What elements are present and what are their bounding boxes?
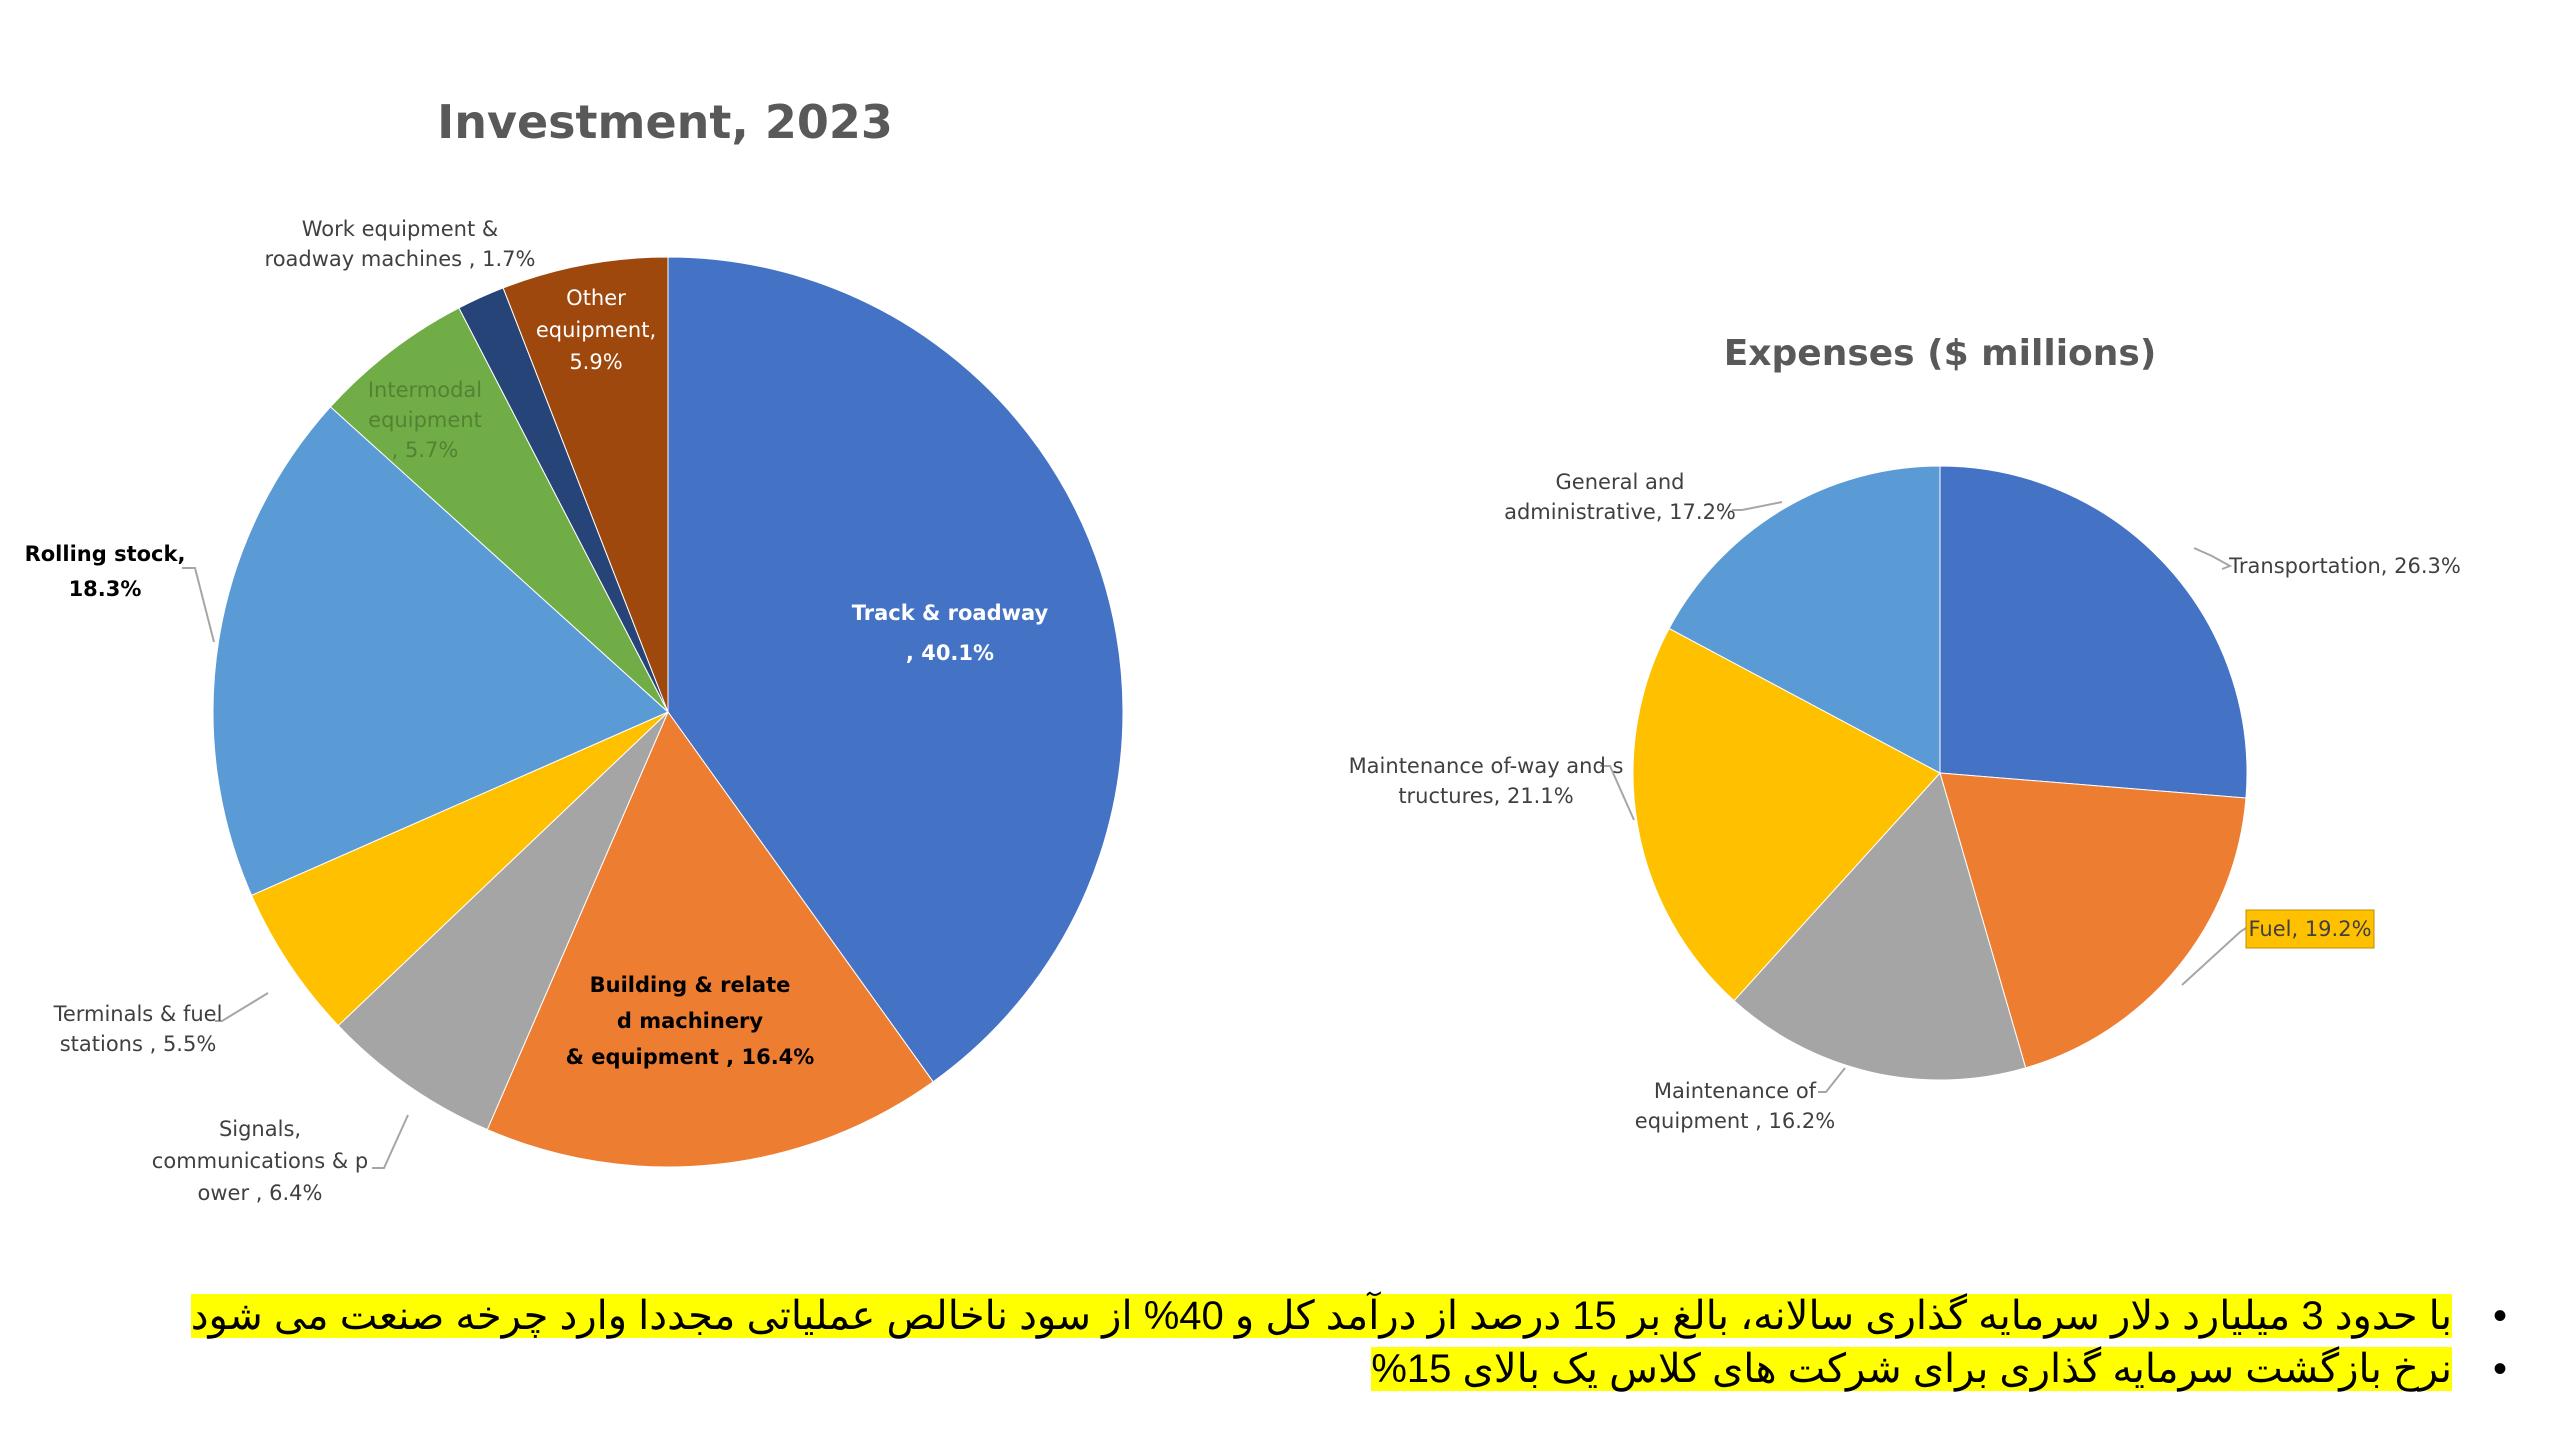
pie-slice-signals (337, 711, 669, 1131)
pie-slice-maintenance-of-equipment (1733, 771, 2027, 1081)
bullet-icon: • (2492, 1346, 2507, 1391)
note-item-1: • با حدود 3 میلیارد دلار سرمایه گذاری سال… (120, 1290, 2520, 1343)
leader-line-rolling-stock (182, 567, 215, 643)
expenses-labels: Transportation, 26.3% Fuel, 19.2% Maintena… (1349, 470, 2461, 1133)
data-label-work-equipment-roadway-machines: Work equipment & roadway machines , 1.7% (265, 217, 536, 271)
expenses-chart-title: Expenses ($ millions) (1724, 333, 2157, 374)
investment-pie-chart: Investment, 2023 Track & roadway, 40.1% B… (25, 95, 1124, 1205)
data-label-maintenance-of-way-and-structures: Maintenance of-way and s tructures, 21.1% (1349, 754, 1624, 808)
pie-slice-track-roadway (667, 256, 1124, 1083)
data-label-transportation: Transportation, 26.3% (2228, 554, 2461, 578)
expenses-leader-lines (1600, 501, 2247, 1093)
leader-line-maintenance-of-way-and-structures (1600, 765, 1635, 821)
notes-list: • با حدود 3 میلیارد دلار سرمایه گذاری سال… (120, 1290, 2520, 1396)
leader-line-fuel (2181, 927, 2247, 986)
data-label-terminals-fuel-stations: Terminals & fuel stations , 5.5% (53, 1002, 223, 1056)
data-label-intermodal-equipment: Intermodal equipment, 5.7% (368, 378, 482, 462)
expenses-pie-chart: Expenses ($ millions) Transportation, 26… (1349, 333, 2461, 1133)
investment-labels: Track & roadway, 40.1% Building & relate d… (25, 217, 1049, 1205)
investment-leader-lines (182, 567, 409, 1169)
note-item-2: • نرخ بازگشت سرمایه گذاری برای شرکت های ک… (120, 1343, 2520, 1396)
note-text-2: نرخ بازگشت سرمایه گذاری برای شرکت های کل… (1371, 1346, 2452, 1391)
data-label-other-equipment: Other equipment, 5.9% (536, 286, 656, 374)
label-highlight-fuel (2245, 909, 2375, 949)
data-label-rolling-stock: Rolling stock, 18.3% (25, 542, 186, 601)
investment-chart-title: Investment, 2023 (437, 95, 893, 149)
data-label-maintenance-of-equipment: Maintenance of equipment , 16.2% (1635, 1079, 1835, 1133)
leader-line-transportation (2193, 547, 2233, 570)
pie-slice-other-equipment (502, 256, 669, 713)
data-label-fuel: Fuel, 19.2% (2248, 917, 2371, 941)
leader-line-maintenance-of-equipment (1818, 1067, 1846, 1093)
bullet-icon: • (2492, 1294, 2507, 1338)
pie-slice-transportation (1939, 465, 2248, 799)
pie-slice-terminals-fuel-stations (250, 711, 669, 1027)
investment-slices (212, 256, 1124, 1168)
pie-slice-rolling-stock (212, 406, 669, 896)
leader-line-terminals-fuel-stations (215, 992, 269, 1022)
data-label-building-related-machinery-equipment: Building & relate d machinery & equipment … (566, 973, 815, 1069)
leader-line-general-and-administrative (1732, 501, 1783, 511)
pie-slice-fuel (1939, 772, 2247, 1069)
expenses-slices (1632, 465, 2248, 1081)
data-label-track-roadway: Track & roadway, 40.1% (852, 601, 1049, 665)
data-label-signals: Signals, communications & p ower , 6.4% (152, 1117, 368, 1205)
note-text-1: با حدود 3 میلیارد دلار سرمایه گذاری سالا… (190, 1294, 2452, 1338)
pie-slice-maintenance-of-way-and-structures (1632, 627, 1941, 1002)
pie-slice-intermodal-equipment (329, 307, 669, 713)
data-label-general-and-administrative: General and administrative, 17.2% (1504, 470, 1736, 524)
leader-line-signals (372, 1114, 409, 1169)
pie-slice-building-related-machinery-equipment (486, 710, 934, 1168)
pie-slice-general-and-administrative (1668, 465, 1941, 774)
